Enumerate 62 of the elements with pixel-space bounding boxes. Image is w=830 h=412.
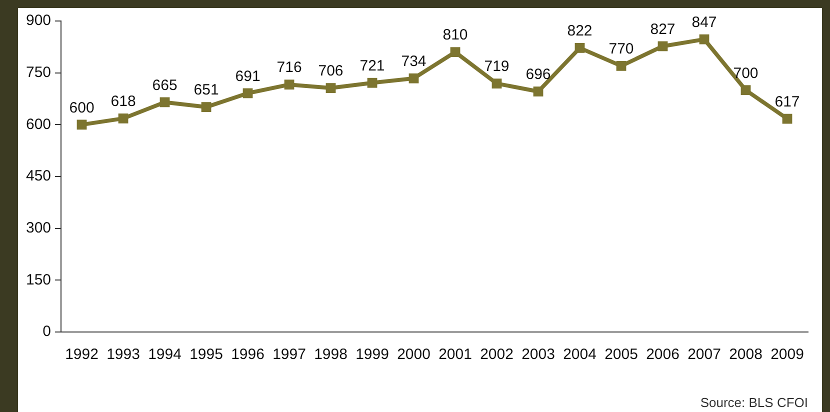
point — [450, 47, 460, 58]
x-tick-label: 2008 — [729, 346, 762, 364]
y-tick-label: 0 — [42, 323, 52, 340]
x-tick-label: 1997 — [272, 346, 306, 364]
x-tick-label: 2003 — [522, 346, 555, 364]
y-tick-label: 150 — [26, 271, 52, 288]
y-tick-label: 450 — [26, 168, 52, 185]
data-label: 691 — [235, 68, 260, 85]
point — [160, 97, 170, 108]
data-label: 721 — [360, 57, 385, 74]
point — [284, 80, 294, 90]
data-label: 700 — [733, 64, 758, 82]
point — [492, 78, 502, 88]
point — [740, 85, 751, 96]
y-tick-label: 900 — [26, 12, 52, 30]
data-label: 734 — [401, 53, 426, 70]
x-tick-label: 2005 — [604, 346, 638, 364]
y-tick-label: 750 — [26, 64, 52, 81]
data-label: 696 — [526, 66, 551, 84]
data-label: 618 — [110, 93, 136, 110]
data-label: 770 — [608, 40, 634, 58]
x-tick-label: 2009 — [770, 346, 804, 364]
x-tick-label: 2006 — [646, 346, 680, 364]
data-label: 827 — [650, 20, 676, 38]
point — [76, 120, 87, 130]
data-label: 810 — [442, 26, 468, 44]
point — [118, 113, 128, 124]
point — [367, 78, 378, 88]
x-tick-label: 1992 — [65, 346, 98, 364]
point — [201, 102, 212, 112]
data-label: 847 — [692, 14, 717, 31]
y-tick-label: 300 — [26, 219, 52, 236]
point — [782, 114, 792, 124]
x-tick-label: 1999 — [356, 346, 389, 364]
data-label: 651 — [194, 82, 219, 99]
point — [533, 86, 544, 96]
x-tick-label: 1995 — [190, 346, 223, 364]
data-label: 617 — [774, 93, 800, 110]
x-tick-label: 1994 — [148, 346, 182, 364]
x-tick-label: 1996 — [231, 346, 264, 364]
x-tick-label: 1993 — [106, 346, 140, 364]
data-label: 822 — [567, 22, 592, 40]
x-tick-label: 2002 — [480, 346, 514, 364]
data-label: 665 — [152, 76, 178, 94]
data-label: 706 — [318, 62, 344, 80]
point — [699, 34, 710, 44]
point — [574, 43, 585, 53]
point — [616, 60, 626, 71]
x-tick-label: 2007 — [688, 346, 721, 364]
point — [326, 83, 336, 93]
x-tick-label: 2004 — [563, 346, 596, 364]
source-note: Source: BLS CFOI — [700, 395, 808, 410]
data-label: 719 — [484, 58, 510, 76]
data-label: 716 — [276, 59, 302, 76]
x-tick-label: 2000 — [397, 346, 430, 364]
point — [658, 41, 668, 52]
point — [408, 73, 419, 84]
point — [242, 88, 253, 98]
x-tick-label: 2001 — [438, 346, 472, 364]
y-tick-label: 600 — [26, 116, 52, 133]
data-label: 600 — [69, 99, 94, 116]
x-tick-label: 1998 — [314, 346, 348, 364]
